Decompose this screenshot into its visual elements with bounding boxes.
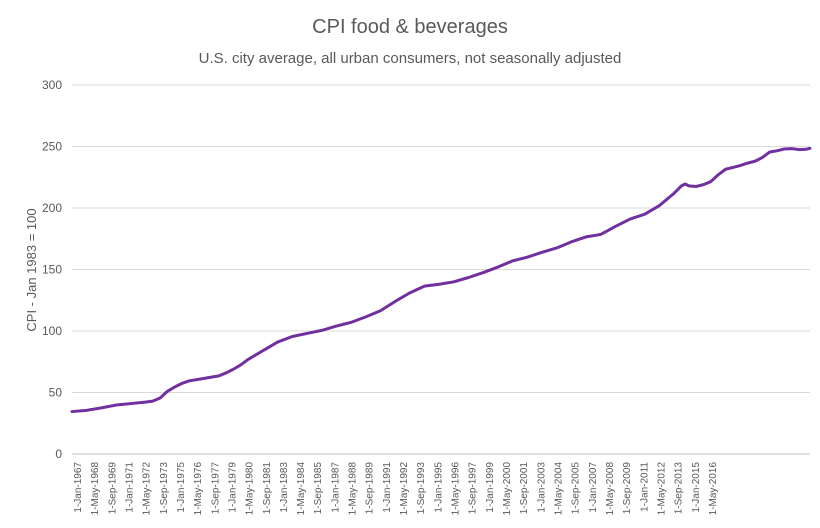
x-tick-label: 1-May-1992 bbox=[399, 462, 410, 516]
x-tick-label: 1-Sep-2001 bbox=[519, 462, 530, 515]
x-tick-label: 1-Jan-1979 bbox=[227, 462, 238, 513]
x-tick-label: 1-Sep-1977 bbox=[210, 462, 221, 515]
y-tick-label: 150 bbox=[42, 263, 62, 277]
y-tick-label: 100 bbox=[42, 324, 62, 338]
chart-subtitle: U.S. city average, all urban consumers, … bbox=[199, 50, 622, 67]
x-tick-label: 1-Jan-1975 bbox=[176, 462, 187, 513]
y-tick-label: 250 bbox=[42, 140, 62, 154]
x-tick-label: 1-Sep-1997 bbox=[468, 462, 479, 515]
x-tick-label: 1-May-2012 bbox=[656, 462, 667, 516]
y-tick-labels: 0 50 100 150 200 250 300 bbox=[42, 78, 62, 461]
x-tick-label: 1-Sep-1989 bbox=[365, 462, 376, 515]
x-tick-label: 1-May-2016 bbox=[708, 462, 719, 516]
x-tick-label: 1-Sep-1969 bbox=[107, 462, 118, 515]
x-tick-label: 1-Sep-1985 bbox=[313, 462, 324, 515]
x-tick-label: 1-Jan-2007 bbox=[588, 462, 599, 513]
x-tick-label: 1-May-1976 bbox=[193, 462, 204, 516]
x-tick-label: 1-May-2008 bbox=[605, 462, 616, 516]
x-tick-label: 1-Jan-1987 bbox=[330, 462, 341, 513]
y-tick-label: 200 bbox=[42, 201, 62, 215]
x-tick-label: 1-May-2004 bbox=[553, 462, 564, 516]
x-tick-label: 1-Jan-1991 bbox=[382, 462, 393, 513]
gridlines bbox=[72, 84, 810, 393]
x-tick-label: 1-Jan-1995 bbox=[433, 462, 444, 513]
x-tick-label: 1-Jan-2015 bbox=[691, 462, 702, 513]
x-tick-label: 1-Jan-1983 bbox=[279, 462, 290, 513]
y-tick-label: 300 bbox=[42, 78, 62, 92]
series-layer bbox=[70, 146, 812, 414]
x-tick-label: 1-Sep-2013 bbox=[674, 462, 685, 515]
y-tick-label: 50 bbox=[49, 386, 63, 400]
x-tick-label: 1-Jan-1999 bbox=[485, 462, 496, 513]
x-tick-label: 1-May-1988 bbox=[348, 462, 359, 516]
x-tick-label: 1-Jan-2011 bbox=[639, 462, 650, 512]
x-tick-label: 1-May-1984 bbox=[296, 462, 307, 516]
x-tick-label: 1-May-2000 bbox=[502, 462, 513, 516]
x-tick-label: 1-May-1968 bbox=[90, 462, 101, 516]
x-tick-label: 1-May-1972 bbox=[142, 462, 153, 516]
x-tick-label: 1-Jan-1971 bbox=[124, 462, 135, 513]
x-tick-label: 1-Sep-1973 bbox=[159, 462, 170, 515]
chart-title: CPI food & beverages bbox=[312, 16, 508, 38]
x-tick-label: 1-Jan-2003 bbox=[536, 462, 547, 513]
x-tick-label: 1-May-1996 bbox=[451, 462, 462, 516]
x-tick-label: 1-Jan-1967 bbox=[73, 462, 84, 513]
x-tick-label: 1-Sep-2009 bbox=[622, 462, 633, 515]
y-tick-label: 0 bbox=[55, 447, 62, 461]
x-tick-label: 1-May-1980 bbox=[245, 462, 256, 516]
x-tick-label: 1-Sep-1993 bbox=[416, 462, 427, 515]
series-line-0 bbox=[70, 146, 812, 414]
y-axis-label: CPI - Jan 1983 = 100 bbox=[24, 208, 39, 331]
x-tick-label: 1-Sep-1981 bbox=[262, 462, 273, 515]
x-tick-labels: 1-Jan-1967 1-May-1968 1-Sep-1969 1-Jan-1971… bbox=[73, 462, 719, 516]
x-tick-label: 1-Sep-2005 bbox=[571, 462, 582, 515]
